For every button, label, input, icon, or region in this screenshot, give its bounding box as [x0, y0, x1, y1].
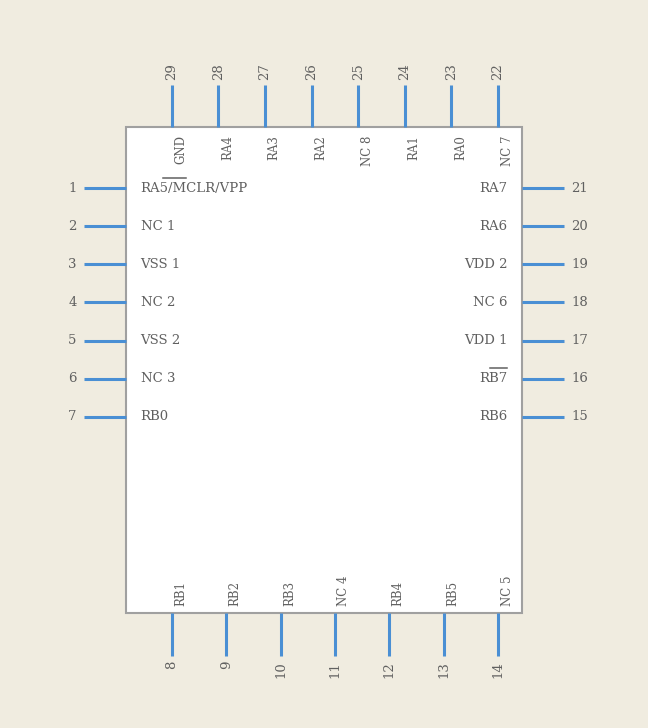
- Text: VDD 1: VDD 1: [464, 334, 507, 347]
- Text: 4: 4: [68, 296, 76, 309]
- Text: RA1: RA1: [408, 135, 421, 160]
- Text: 6: 6: [68, 372, 76, 385]
- Text: VSS 2: VSS 2: [141, 334, 181, 347]
- Text: GND: GND: [174, 135, 187, 165]
- Text: NC 4: NC 4: [338, 575, 351, 606]
- Text: 15: 15: [572, 410, 588, 423]
- Text: VDD 2: VDD 2: [464, 258, 507, 271]
- Text: RA7: RA7: [480, 182, 507, 194]
- Text: 19: 19: [572, 258, 588, 271]
- Text: 12: 12: [383, 661, 396, 678]
- Text: 8: 8: [165, 661, 178, 669]
- Text: 18: 18: [572, 296, 588, 309]
- Text: NC 8: NC 8: [361, 135, 374, 166]
- Text: RA6: RA6: [480, 220, 507, 233]
- Text: 3: 3: [68, 258, 76, 271]
- Text: NC 5: NC 5: [500, 575, 513, 606]
- Text: 5: 5: [68, 334, 76, 347]
- Text: NC 1: NC 1: [141, 220, 175, 233]
- Text: RA0: RA0: [454, 135, 467, 160]
- Text: RB1: RB1: [174, 581, 187, 606]
- Text: 9: 9: [220, 661, 233, 669]
- Text: 25: 25: [352, 63, 365, 80]
- Text: 13: 13: [437, 661, 450, 678]
- Text: RB7: RB7: [479, 372, 507, 385]
- Text: RB0: RB0: [141, 410, 168, 423]
- Text: 10: 10: [274, 661, 287, 678]
- Text: RB6: RB6: [479, 410, 507, 423]
- Text: 16: 16: [572, 372, 588, 385]
- Text: RB5: RB5: [446, 580, 459, 606]
- Text: RA2: RA2: [314, 135, 327, 160]
- Text: NC 6: NC 6: [473, 296, 507, 309]
- Text: NC 7: NC 7: [500, 135, 513, 166]
- Text: 27: 27: [259, 63, 272, 80]
- Text: 28: 28: [212, 63, 225, 80]
- Text: RB4: RB4: [392, 580, 405, 606]
- Text: 22: 22: [491, 63, 504, 80]
- Bar: [126, 127, 522, 614]
- Text: 29: 29: [165, 63, 178, 80]
- Text: RA3: RA3: [268, 135, 281, 160]
- Text: NC 2: NC 2: [141, 296, 175, 309]
- Text: 17: 17: [572, 334, 588, 347]
- Text: NC 3: NC 3: [141, 372, 175, 385]
- Text: 21: 21: [572, 182, 588, 194]
- Text: RA5/MCLR/VPP: RA5/MCLR/VPP: [141, 182, 248, 194]
- Text: VSS 1: VSS 1: [141, 258, 181, 271]
- Text: 24: 24: [399, 63, 411, 80]
- Text: 1: 1: [68, 182, 76, 194]
- Text: 23: 23: [445, 63, 458, 80]
- Text: 11: 11: [329, 661, 341, 678]
- Text: 2: 2: [68, 220, 76, 233]
- Text: RB2: RB2: [229, 581, 242, 606]
- Text: 7: 7: [68, 410, 76, 423]
- Text: 26: 26: [305, 63, 318, 80]
- Text: RB3: RB3: [283, 580, 296, 606]
- Text: RA4: RA4: [221, 135, 234, 160]
- Text: 20: 20: [572, 220, 588, 233]
- Text: 14: 14: [491, 661, 504, 678]
